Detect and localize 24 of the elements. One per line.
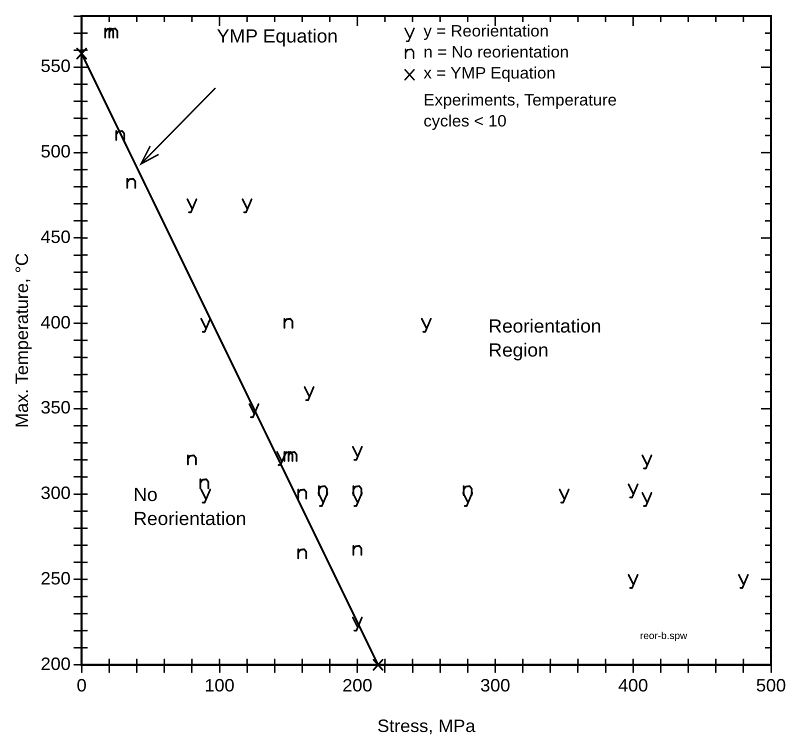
- y-tick-label: 500: [40, 142, 71, 162]
- legend-label: n = No reorientation: [424, 44, 569, 62]
- y-tick-label: 450: [40, 226, 71, 247]
- y-tick-label: 400: [40, 312, 71, 332]
- x-tick-label: 500: [756, 676, 786, 696]
- y-tick-label: 300: [40, 483, 71, 504]
- legend-label: x = YMP Equation: [424, 64, 556, 83]
- x-tick-label: 100: [204, 676, 235, 696]
- annotation: reor-b.spw: [640, 630, 688, 642]
- annotation: Reorientation Region: [488, 316, 602, 362]
- x-axis-title: Stress, MPa: [377, 716, 476, 736]
- annotation: No Reorientation: [133, 485, 246, 530]
- x-tick-label: 0: [76, 676, 87, 696]
- x-tick-label: 300: [480, 676, 510, 696]
- y-tick-label: 550: [40, 56, 71, 76]
- y-tick-label: 250: [40, 568, 71, 588]
- y-axis-title: Max. Temperature, °C: [12, 252, 32, 428]
- annotation: Experiments, Temperature cycles < 10: [424, 91, 617, 130]
- legend-label: y = Reorientation: [424, 22, 549, 41]
- x-tick-label: 200: [342, 676, 372, 696]
- y-tick-label: 200: [40, 654, 71, 674]
- y-tick-label: 350: [40, 398, 71, 418]
- annotation: YMP Equation: [216, 26, 338, 48]
- x-tick-label: 400: [618, 676, 648, 696]
